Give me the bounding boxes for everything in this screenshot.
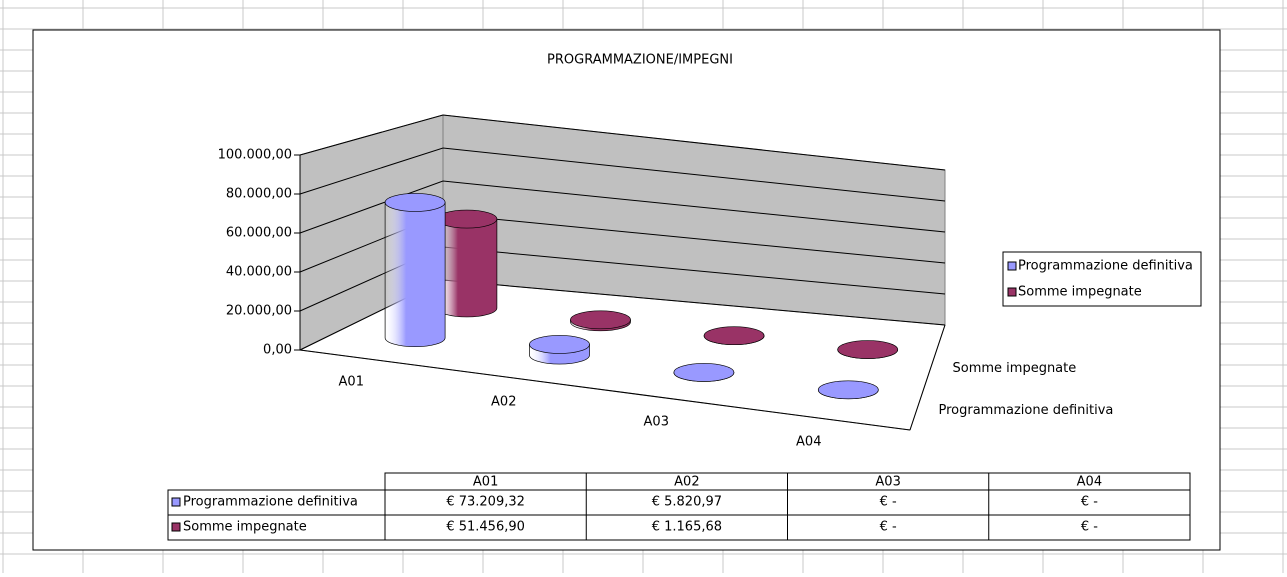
grid-line xyxy=(299,147,946,202)
cylinder xyxy=(703,326,765,346)
cylinder-top xyxy=(529,335,590,354)
y-tick-label: 0,00 xyxy=(263,343,292,358)
table-cell: € 51.456,90 xyxy=(446,520,525,535)
legend-swatch xyxy=(1007,261,1017,271)
x-tick-label: A02 xyxy=(491,395,516,410)
cylinder xyxy=(436,209,498,318)
table-row-label: Programmazione definitiva xyxy=(183,495,358,510)
y-tick-label: 80.000,00 xyxy=(226,187,292,202)
z-tick-label: Programmazione definitiva xyxy=(939,403,1114,418)
cylinder xyxy=(384,193,446,348)
z-tick-label: Somme impegnate xyxy=(953,361,1077,376)
table-cell: € - xyxy=(880,520,897,535)
table-header-label: A01 xyxy=(473,475,498,490)
x-axis xyxy=(299,349,911,431)
cylinder-top xyxy=(817,380,879,400)
grid-line xyxy=(299,180,946,234)
table-swatch xyxy=(171,522,181,532)
table-cell: € 5.820,97 xyxy=(652,495,722,510)
legend-label: Programmazione definitiva xyxy=(1018,259,1193,274)
y-tick-label: 100.000,00 xyxy=(218,148,292,163)
table-cell: € 1.165,68 xyxy=(652,520,722,535)
cylinder-top xyxy=(703,326,765,346)
cylinder-top xyxy=(570,310,631,330)
chart-title: PROGRAMMAZIONE/IMPEGNI xyxy=(547,53,733,68)
table-cell: € 73.209,32 xyxy=(446,495,525,510)
cylinder-body xyxy=(436,218,498,318)
x-tick-label: A03 xyxy=(644,415,669,430)
y-tick-label: 40.000,00 xyxy=(226,265,292,280)
cylinder xyxy=(673,363,735,382)
table-cell: € - xyxy=(1081,495,1098,510)
cylinder xyxy=(837,340,899,359)
table-header-label: A02 xyxy=(674,475,699,490)
cylinder-top xyxy=(384,193,446,212)
y-tick-label: 60.000,00 xyxy=(226,226,292,241)
cylinder xyxy=(817,380,879,400)
cylinder xyxy=(570,310,631,332)
table-header-label: A04 xyxy=(1077,475,1102,490)
cylinder-top xyxy=(837,340,899,359)
z-axis xyxy=(909,324,946,431)
legend xyxy=(1002,251,1202,307)
x-tick-label: A04 xyxy=(796,435,821,450)
y-tick-label: 20.000,00 xyxy=(226,304,292,319)
legend-label: Somme impegnate xyxy=(1018,285,1142,300)
table-cell: € - xyxy=(1081,520,1098,535)
table-cell: € - xyxy=(880,495,897,510)
cylinder-top xyxy=(436,209,498,229)
table-swatch xyxy=(171,497,181,507)
x-tick-label: A01 xyxy=(339,375,364,390)
table-row-label: Somme impegnate xyxy=(183,520,307,535)
grid-line xyxy=(299,114,946,171)
cylinder-top xyxy=(673,363,735,382)
table-header-label: A03 xyxy=(875,475,900,490)
cylinder-body xyxy=(384,202,446,348)
legend-swatch xyxy=(1007,287,1017,297)
cylinder xyxy=(529,335,590,365)
